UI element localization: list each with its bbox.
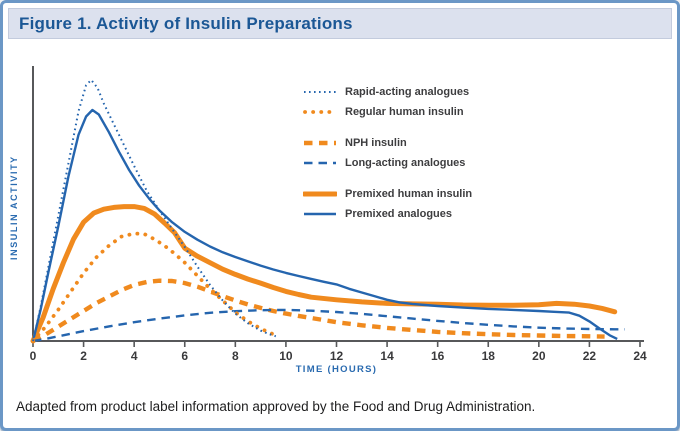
legend-label: Rapid-acting analogues	[345, 86, 470, 98]
legend-swatch-regular-human-insulin	[303, 110, 337, 114]
legend-item-premixed-human-insulin: Premixed human insulin	[303, 184, 472, 204]
legend-swatch-premixed-analogues	[304, 212, 336, 216]
legend-item-long-acting-analogues: Long-acting analogues	[303, 153, 472, 173]
y-axis-label: INSULIN ACTIVITY	[9, 155, 19, 261]
series-line-premixed-human-insulin	[30, 204, 618, 344]
source-footnote: Adapted from product label information a…	[16, 399, 536, 414]
series-line-premixed-analogues	[31, 108, 618, 342]
figure-title-bar: Figure 1. Activity of Insulin Preparatio…	[8, 8, 672, 39]
legend-label: NPH insulin	[345, 137, 407, 149]
x-tick-label: 8	[232, 349, 239, 363]
x-tick-label: 20	[532, 349, 546, 363]
legend-swatch-rapid-acting-analogues	[304, 91, 336, 93]
x-tick-label: 0	[30, 349, 37, 363]
x-tick-label: 10	[279, 349, 293, 363]
legend-label: Premixed human insulin	[345, 188, 473, 200]
legend-item-premixed-analogues: Premixed analogues	[303, 204, 472, 224]
legend-swatch-long-acting-analogues	[304, 161, 336, 165]
legend-label: Premixed analogues	[345, 208, 452, 220]
x-tick-label: 24	[633, 349, 647, 363]
x-tick-label: 16	[431, 349, 445, 363]
legend-label: Regular human insulin	[345, 106, 464, 118]
x-tick-label: 4	[131, 349, 138, 363]
x-tick-label: 12	[330, 349, 344, 363]
series-line-nph-insulin	[31, 278, 605, 343]
chart-legend: Rapid-acting analogues Regular human ins…	[303, 82, 472, 224]
series-line-regular-human-insulin	[31, 231, 281, 343]
legend-item-nph-insulin: NPH insulin	[303, 133, 472, 153]
activity-chart: 0 2 4 6 8 10 12 14 16 18 20 22 24	[30, 66, 647, 363]
figure-title: Figure 1. Activity of Insulin Preparatio…	[19, 13, 353, 33]
x-tick-label: 2	[80, 349, 87, 363]
legend-label: Long-acting analogues	[345, 157, 466, 169]
x-tick-label: 18	[482, 349, 496, 363]
x-tick-label: 6	[181, 349, 188, 363]
legend-item-regular-human-insulin: Regular human insulin	[303, 102, 472, 122]
legend-swatch-premixed-human-insulin	[303, 191, 337, 197]
x-tick-label: 22	[583, 349, 597, 363]
legend-item-rapid-acting-analogues: Rapid-acting analogues	[303, 82, 472, 102]
legend-swatch-nph-insulin	[304, 140, 336, 146]
x-axis-label: TIME (HOURS)	[295, 364, 378, 375]
chart-area: 0 2 4 6 8 10 12 14 16 18 20 22 24 INSULIN ACTIVITY T…	[3, 3, 677, 428]
series-line-rapid-acting-analogues	[32, 79, 277, 342]
x-tick-label: 14	[380, 349, 394, 363]
series-line-long-acting-analogues	[32, 308, 625, 343]
